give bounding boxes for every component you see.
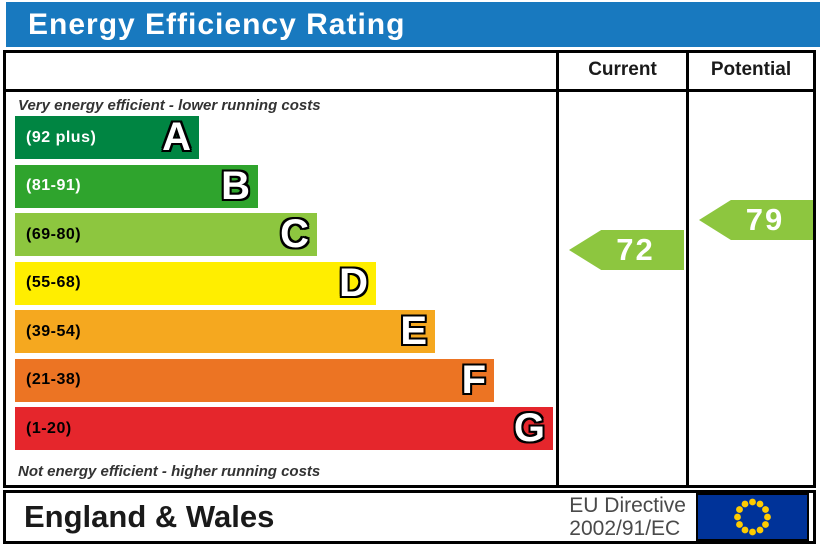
band-bar-g: (1-20) G xyxy=(15,407,553,450)
current-rating-arrow: 72 xyxy=(569,230,684,270)
band-range-label: (39-54) xyxy=(26,322,82,340)
eu-directive-text: EU Directive 2002/91/EC xyxy=(569,494,686,540)
band-row-b: (81-91) B xyxy=(15,163,556,208)
band-bar-f: (21-38) F xyxy=(15,357,494,402)
band-letter: E xyxy=(400,309,427,353)
band-letter: G xyxy=(513,406,545,450)
band-range-label: (21-38) xyxy=(26,371,82,388)
eu-flag-icon xyxy=(696,493,809,541)
top-note: Very energy efficient - lower running co… xyxy=(18,97,321,114)
band-letter: D xyxy=(339,260,368,305)
rating-scale-header-cell xyxy=(6,53,556,89)
band-row-e: (39-54) E xyxy=(15,310,556,353)
title-bar: Energy Efficiency Rating xyxy=(6,2,820,47)
current-rating-cell: 72 xyxy=(556,92,686,488)
eu-flag-stars xyxy=(734,498,771,536)
band-row-d: (55-68) D xyxy=(15,260,556,305)
potential-rating-value: 79 xyxy=(745,202,785,237)
band-row-f: (21-38) F xyxy=(15,357,556,402)
band-bar-b: (81-91) B xyxy=(15,163,258,208)
potential-rating-cell: 79 xyxy=(686,92,813,488)
band-range-label: (69-80) xyxy=(26,225,82,243)
band-bar-d: (55-68) D xyxy=(15,260,376,305)
band-range-label: (55-68) xyxy=(26,274,82,291)
band-letter: B xyxy=(221,163,250,208)
rating-bands: (92 plus) A (81-91) B (69-80) C (55-68) D (39-54… xyxy=(6,114,556,450)
band-row-a: (92 plus) A xyxy=(15,116,556,159)
band-bar-c: (69-80) C xyxy=(15,213,317,256)
band-range-label: (1-20) xyxy=(26,419,72,437)
band-row-g: (1-20) G xyxy=(15,407,556,450)
potential-column-header: Potential xyxy=(686,53,813,89)
footer-bar: England & Wales EU Directive 2002/91/EC xyxy=(3,490,816,544)
table-body-row: Very energy efficient - lower running co… xyxy=(6,92,813,488)
band-letter: A xyxy=(162,115,191,159)
current-rating-value: 72 xyxy=(616,232,655,267)
band-bar-e: (39-54) E xyxy=(15,310,435,353)
band-letter: C xyxy=(280,212,309,256)
rating-scale: Very energy efficient - lower running co… xyxy=(6,92,556,488)
page-title: Energy Efficiency Rating xyxy=(28,8,406,41)
band-range-label: (81-91) xyxy=(26,177,82,194)
band-row-c: (69-80) C xyxy=(15,213,556,256)
table-header-row: Current Potential xyxy=(6,53,813,92)
potential-rating-arrow: 79 xyxy=(699,200,813,240)
band-letter: F xyxy=(461,357,486,402)
current-column-header: Current xyxy=(556,53,686,89)
band-range-label: (92 plus) xyxy=(26,128,97,146)
region-label: England & Wales xyxy=(24,499,275,534)
bottom-note: Not energy efficient - higher running co… xyxy=(18,462,321,480)
band-bar-a: (92 plus) A xyxy=(15,116,199,159)
rating-table: Current Potential Very energy efficient … xyxy=(3,50,816,488)
